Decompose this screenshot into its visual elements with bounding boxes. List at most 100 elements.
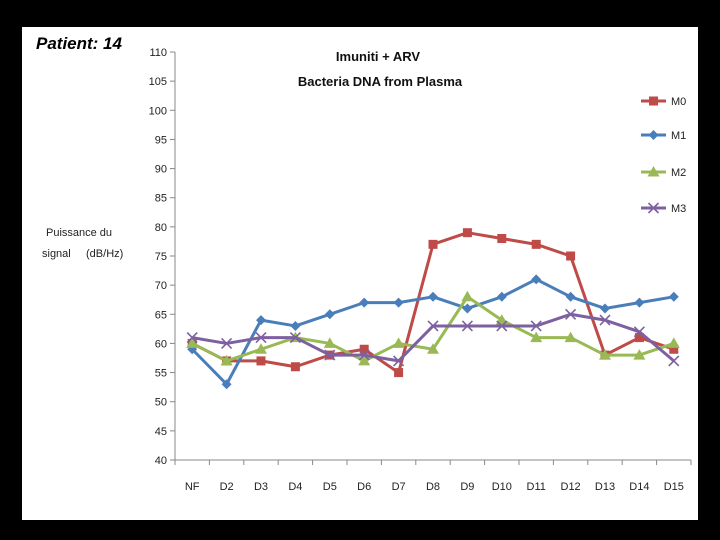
x-tick-label: D14 — [629, 481, 649, 493]
data-point-m0 — [634, 333, 644, 343]
data-point-m0 — [497, 234, 507, 244]
data-point-m0 — [290, 362, 300, 372]
y-tick-label: 60 — [155, 338, 167, 350]
data-point-m2 — [255, 343, 267, 354]
data-point-m3 — [496, 320, 508, 332]
data-point-m2 — [530, 331, 543, 343]
x-tick-label: NF — [185, 481, 200, 493]
x-tick-label: D8 — [426, 481, 440, 493]
series-m3 — [186, 308, 680, 367]
x-tick-label: D13 — [595, 481, 615, 493]
marker-stroke — [668, 355, 680, 367]
data-point-m1 — [600, 303, 610, 314]
marker-stroke — [324, 349, 336, 361]
data-point-m2 — [220, 354, 233, 366]
legend-marker — [647, 166, 660, 177]
data-point-m3 — [668, 355, 680, 367]
x-tick-label: D7 — [392, 481, 406, 493]
legend-label: M0 — [671, 96, 686, 108]
data-point-m3 — [255, 332, 267, 344]
x-tick-label: D12 — [561, 481, 581, 493]
x-tick-label: D5 — [323, 481, 337, 493]
data-point-m0 — [566, 251, 576, 261]
x-tick-label: D6 — [357, 481, 371, 493]
y-tick-label: 55 — [155, 368, 167, 380]
data-point-m2 — [358, 354, 371, 366]
x-axis: NF D2 D3 D4 D5 D6 D7 D8 D9 D10 D11 D12 D13 D14 D15 — [174, 459, 692, 493]
marker-stroke — [530, 320, 542, 332]
x-tick-label: D10 — [492, 481, 512, 493]
y-tick-label: 110 — [149, 47, 167, 59]
patient-label: Patient: 14 — [36, 34, 122, 53]
data-point-m1 — [393, 297, 404, 308]
y-tick-label: 80 — [155, 222, 167, 234]
data-point-m2 — [186, 337, 199, 348]
slide-background — [22, 27, 698, 520]
data-point-m0 — [669, 344, 679, 354]
marker-stroke — [255, 332, 267, 344]
marker-stroke — [647, 202, 660, 214]
data-point-m1 — [428, 291, 438, 302]
y-tick-label: 90 — [155, 164, 167, 176]
data-point-m3 — [633, 326, 645, 338]
data-point-m1 — [531, 274, 542, 285]
data-point-m2 — [427, 343, 439, 354]
data-point-m0 — [531, 239, 541, 249]
series-m1 — [187, 274, 679, 390]
data-point-m3 — [393, 355, 405, 367]
data-point-m2 — [633, 349, 646, 360]
data-point-m3 — [186, 332, 198, 344]
y-tick-label: 40 — [155, 455, 167, 467]
data-point-m3 — [565, 308, 577, 320]
legend-label: M3 — [671, 203, 686, 215]
data-point-m1 — [462, 303, 473, 314]
data-point-m3 — [221, 337, 233, 349]
data-point-m3 — [358, 349, 370, 361]
data-point-m0 — [428, 239, 438, 249]
data-point-m1 — [256, 315, 266, 326]
chart-title: Imuniti + ARV — [336, 49, 420, 64]
y-tick-label: 65 — [155, 309, 167, 321]
marker-stroke — [221, 337, 233, 349]
legend: M0 M1 M2 M3 — [641, 96, 686, 215]
x-tick-label: D2 — [220, 481, 234, 493]
legend-label: M1 — [671, 130, 686, 142]
y-tick-label: 85 — [155, 193, 167, 205]
marker-stroke — [633, 326, 645, 338]
data-point-m1 — [359, 297, 370, 308]
y-tick-label: 75 — [155, 251, 167, 263]
y-tick-label: 100 — [149, 105, 167, 117]
marker-stroke — [599, 314, 611, 326]
marker-stroke — [496, 320, 508, 332]
x-tick-label: D4 — [288, 481, 302, 493]
marker-stroke — [461, 320, 473, 332]
data-point-m2 — [461, 290, 474, 302]
marker-stroke — [427, 320, 439, 332]
data-point-m3 — [324, 349, 336, 361]
data-point-m2 — [667, 337, 680, 348]
legend-marker — [648, 130, 659, 140]
y-tick-label: 105 — [149, 76, 167, 88]
data-point-m1 — [221, 379, 232, 390]
legend-item-m3: M3 — [641, 202, 686, 215]
data-point-m3 — [289, 332, 301, 344]
data-point-m1 — [496, 291, 507, 302]
series-group — [186, 228, 680, 390]
legend-item-m2: M2 — [641, 166, 686, 179]
data-point-m0 — [256, 356, 266, 366]
y-axis: 40 45 50 55 60 65 70 75 80 85 90 95 100 105 110 — [149, 47, 176, 467]
data-point-m0 — [462, 228, 472, 238]
marker-stroke — [289, 332, 301, 344]
data-point-m3 — [530, 320, 542, 332]
y-tick-label: 95 — [155, 134, 167, 146]
chart-subtitle: Bacteria DNA from Plasma — [298, 74, 463, 89]
data-point-m1 — [324, 309, 335, 320]
y-tick-label: 70 — [155, 280, 167, 292]
data-point-m1 — [668, 291, 679, 302]
y-axis-label-line2: signal (dB/Hz) — [42, 248, 124, 260]
data-point-m2 — [599, 349, 611, 360]
legend-item-m0: M0 — [641, 96, 686, 108]
marker-stroke — [186, 332, 198, 344]
x-tick-label: D9 — [460, 481, 474, 493]
